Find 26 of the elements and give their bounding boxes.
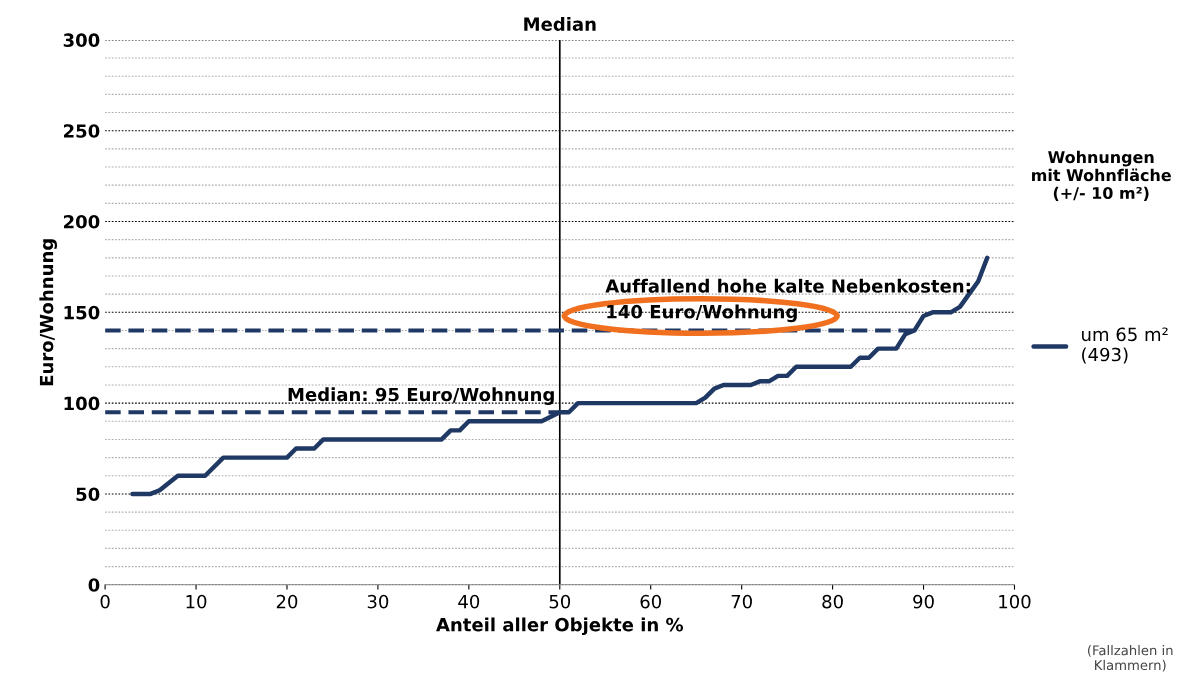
x-tick-label: 90 (913, 594, 934, 609)
x-tick-label: 100 (999, 594, 1031, 609)
x-tick-label: 50 (549, 594, 571, 609)
x-tick-label: 0 (100, 594, 110, 609)
annotation: Auffallend hohe kalte Nebenkosten: 140 Euro/Wohnung (605, 278, 970, 323)
x-tick-label: 10 (186, 594, 207, 609)
y-tick-label: 0 (88, 578, 100, 592)
legend-label: um 65 m² (493) (1082, 327, 1168, 364)
y-tick-label: 150 (64, 305, 100, 320)
y-tick-label: 300 (63, 33, 100, 47)
text: (Fallzahlen in Klammern) (1088, 645, 1173, 672)
legend-title: Wohnungen mit Wohnfläche (+/- 10 m²) (1032, 150, 1171, 201)
y-tick-label: 100 (64, 396, 100, 411)
x-tick-label: 60 (640, 594, 662, 609)
y-axis-title: Euro/Wohnung (39, 239, 57, 386)
x-tick-label: 80 (822, 594, 843, 609)
ref-line-label: Median (524, 16, 596, 31)
annotation: Median: 95 Euro/Wohnung (288, 387, 554, 405)
x-tick-label: 40 (458, 594, 480, 609)
x-tick-label: 70 (731, 594, 752, 609)
y-tick-label: 200 (63, 214, 100, 229)
y-tick-label: 50 (76, 487, 100, 502)
x-tick-label: 30 (367, 594, 389, 609)
x-axis-title: Anteil aller Objekte in % (436, 617, 684, 636)
x-tick-label: 20 (276, 594, 298, 609)
y-tick-label: 250 (63, 124, 100, 138)
